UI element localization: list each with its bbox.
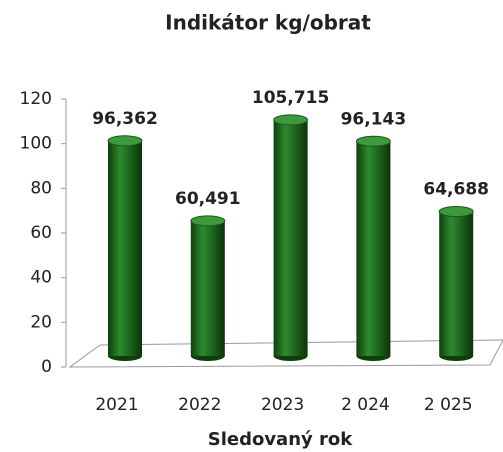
y-tick-label: 0 [41,357,52,377]
x-axis-label: Sledovaný rok [208,429,354,450]
bar [190,220,225,356]
value-label: 64,688 [423,180,489,200]
y-tick-label: 40 [30,268,52,288]
x-tick-label: 2021 [95,395,138,415]
value-label: 96,362 [92,109,158,129]
value-label: 60,491 [175,189,241,209]
bar-top [190,215,226,227]
bar [108,140,142,356]
y-tick-label: 20 [30,312,52,332]
value-label: 96,143 [341,109,407,129]
x-tick-label: 2023 [261,395,304,415]
y-tick-label: 60 [30,223,52,243]
value-label: 105,715 [252,88,329,108]
bar [439,211,474,356]
bar-top [107,135,143,147]
bar-top [438,206,474,218]
y-tick-label: 120 [20,89,52,109]
x-tick-label: 2 024 [341,395,390,415]
bar-top [273,114,309,126]
chart-title: Indikátor kg/obrat [165,11,371,35]
x-tick-label: 2022 [178,395,221,415]
x-tick-label: 2 025 [424,395,473,415]
bar-top [355,135,391,147]
y-tick-label: 80 [30,178,52,198]
bar [356,141,391,356]
y-tick-label: 100 [20,134,52,154]
bar [273,119,308,356]
